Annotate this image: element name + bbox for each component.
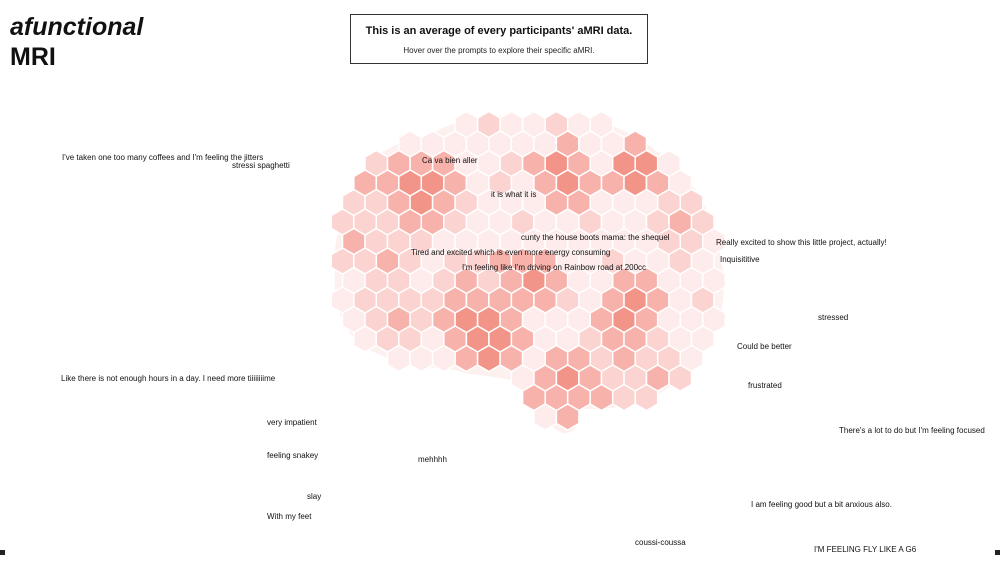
hex-cell [454,344,479,373]
hex-cell [409,344,434,373]
prompt-item[interactable]: stressed [818,313,849,322]
hex-cell [634,383,659,412]
prompt-item[interactable]: With my feet [267,512,312,521]
app-title-line-2: MRI [10,43,56,71]
corner-marker [995,550,1000,555]
info-subtext: Hover over the prompts to explore their … [403,46,595,55]
prompt-item[interactable]: I am feeling good but a bit anxious also… [751,500,892,509]
prompt-item[interactable]: I'm feeling like I'm driving on Rainbow … [462,263,647,272]
prompt-item[interactable]: stressi spaghetti [232,161,290,170]
prompt-item[interactable]: I've taken one too many coffees and I'm … [62,153,264,162]
hex-cell-grid [330,110,727,431]
prompt-item[interactable]: Inquisititive [720,255,760,264]
info-heading: This is an average of every participants… [365,25,633,37]
hex-cell [431,344,456,373]
prompt-item[interactable]: very impatient [267,418,317,427]
prompt-item[interactable]: Ca va bien aller [422,156,478,165]
hex-cell [589,383,614,412]
prompt-item[interactable]: mehhhh [418,455,447,464]
prompt-item[interactable]: coussi-coussa [635,538,686,547]
prompt-item[interactable]: feeling snakey [267,451,319,460]
hex-cell [555,403,580,431]
info-box: This is an average of every participants… [350,14,648,64]
prompt-item[interactable]: frustrated [748,381,782,390]
prompt-item[interactable]: cunty the house boots mama: the shequel [521,233,670,242]
prompt-item[interactable]: it is what it is [491,190,537,199]
prompt-item[interactable]: There's a lot to do but I'm feeling focu… [839,426,985,435]
prompt-item[interactable]: slay [307,492,322,501]
corner-marker [0,550,5,555]
prompt-item[interactable]: Could be better [737,342,792,351]
hex-cell [611,383,636,412]
hex-cell [668,364,693,392]
hex-cell [533,403,558,431]
app-title-line-1: afunctional [10,13,144,41]
prompt-item[interactable]: I'M FEELING FLY LIKE A G6 [814,545,917,554]
hex-cell [353,325,378,353]
prompt-item[interactable]: Like there is not enough hours in a day.… [61,374,276,383]
prompt-item[interactable]: Really excited to show this little proje… [716,238,887,247]
hex-cell [386,344,411,373]
hex-cell [476,344,501,373]
prompt-item[interactable]: Tired and excited which is even more ene… [411,248,611,257]
